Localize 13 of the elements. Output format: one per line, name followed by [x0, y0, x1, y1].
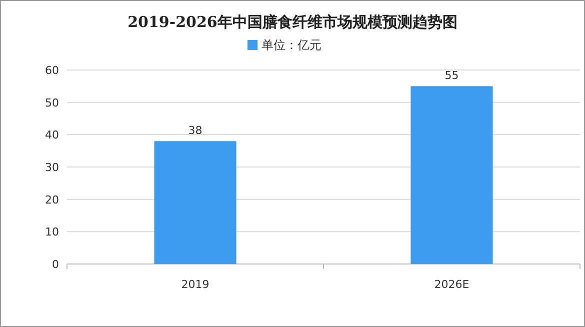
legend-label: 单位：亿元: [262, 38, 322, 52]
y-tick-label: 30: [45, 161, 59, 174]
y-tick-label: 0: [52, 258, 59, 271]
y-tick-label: 60: [45, 64, 59, 77]
chart-title: 2019-2026年中国膳食纤维市场规模预测趋势图: [128, 13, 458, 31]
x-tick-label: 2026E: [434, 278, 470, 291]
y-tick-label: 20: [45, 193, 59, 206]
y-tick-label: 10: [45, 226, 59, 239]
y-tick-label: 50: [45, 96, 59, 110]
data-label: 55: [444, 69, 459, 82]
y-tick-label: 40: [45, 128, 59, 142]
data-label: 38: [188, 124, 202, 138]
x-tick-label: 2019: [181, 278, 210, 291]
